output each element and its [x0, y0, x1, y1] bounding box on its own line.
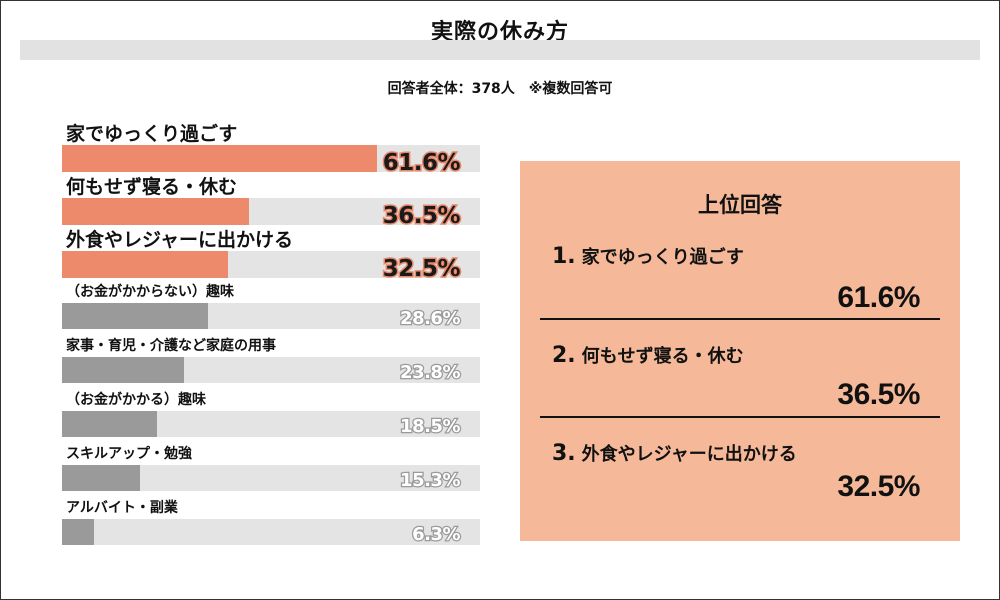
bar-1-value-label: 61.6% — [383, 150, 461, 176]
rank-value: 61.6% — [837, 281, 920, 314]
bar-8-category-label: アルバイト・副業 — [66, 499, 179, 516]
rank-value: 32.5% — [837, 470, 920, 503]
rank-label: 何もせず寝る・休む — [581, 346, 744, 367]
bar-2-value-label: 36.5% — [383, 203, 461, 229]
rank-divider — [540, 416, 940, 418]
title-underline-bar — [20, 40, 980, 60]
bar-1-category-label: 家でゆっくり過ごす — [66, 122, 237, 145]
bar-8-value-label: 6.3% — [412, 524, 460, 545]
bar-2-category-label: 何もせず寝る・休む — [66, 175, 237, 198]
top-answers-heading: 上位回答 — [698, 193, 782, 217]
bar-7-category-label: スキルアップ・勉強 — [66, 445, 192, 462]
bar-6-value-label: 18.5% — [400, 416, 460, 437]
top-answers-panel: 上位回答 1. 家でゆっくり過ごす 61.6% 2. 何もせず寝る・休む 36.5%… — [520, 161, 960, 541]
rank-label: 外食やレジャーに出かける — [581, 444, 797, 465]
bar-5-category-label: 家事・育児・介護など家庭の用事 — [66, 337, 276, 354]
bar-3 — [62, 251, 228, 278]
bar-3-category-label: 外食やレジャーに出かける — [66, 228, 293, 251]
bar-8 — [62, 519, 94, 545]
bar-6 — [62, 411, 157, 437]
bar-5 — [62, 357, 184, 383]
bar-4-value-label: 28.6% — [400, 308, 460, 329]
rank-label: 家でゆっくり過ごす — [581, 247, 744, 268]
bar-4 — [62, 303, 208, 329]
bar-3-value-label: 32.5% — [383, 256, 461, 282]
bar-5-value-label: 23.8% — [400, 362, 460, 383]
rank-number: 2. — [552, 343, 576, 368]
rank-value: 36.5% — [837, 378, 920, 411]
bar-7 — [62, 465, 140, 491]
rank-number: 3. — [552, 441, 576, 466]
bar-7-value-label: 15.3% — [400, 470, 460, 491]
bar-6-category-label: （お金がかかる）趣味 — [66, 391, 206, 408]
rank-number: 1. — [552, 244, 576, 269]
bar-4-category-label: （お金がかからない）趣味 — [66, 283, 234, 300]
respondent-note: 回答者全体：378人 ※複数回答可 — [387, 81, 613, 97]
rank-divider — [540, 318, 940, 320]
bar-2 — [62, 198, 249, 225]
bar-1 — [62, 145, 377, 172]
bar-8-track — [62, 519, 480, 545]
